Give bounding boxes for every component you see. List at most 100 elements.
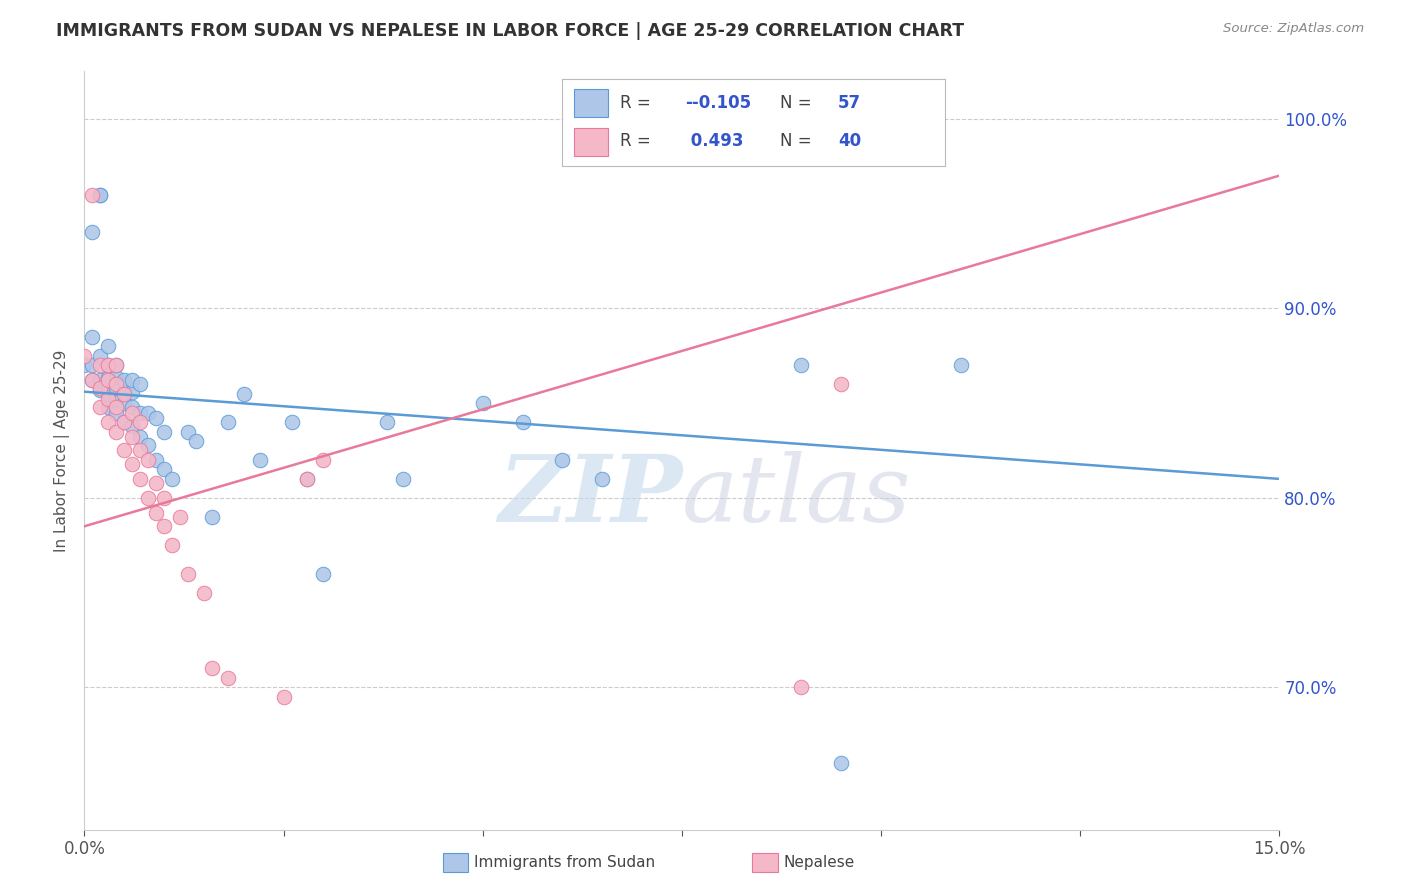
Point bbox=[105, 405, 128, 419]
Point bbox=[129, 415, 152, 429]
Point bbox=[105, 381, 128, 395]
Point bbox=[112, 386, 135, 401]
Point bbox=[145, 475, 167, 490]
Point bbox=[830, 377, 852, 392]
Point bbox=[312, 453, 335, 467]
Point bbox=[129, 443, 152, 458]
Point bbox=[312, 566, 335, 581]
Point bbox=[551, 453, 574, 467]
Point bbox=[129, 405, 152, 419]
Point bbox=[830, 756, 852, 771]
Point bbox=[249, 453, 271, 467]
Point bbox=[121, 430, 143, 444]
Point bbox=[73, 349, 96, 363]
Point bbox=[217, 415, 239, 429]
Point bbox=[82, 373, 104, 387]
Text: Nepalese: Nepalese bbox=[783, 855, 855, 870]
Point bbox=[153, 491, 176, 505]
Point bbox=[82, 226, 104, 240]
Point bbox=[97, 371, 120, 385]
Point bbox=[105, 425, 128, 439]
Point bbox=[169, 509, 191, 524]
Point bbox=[201, 661, 224, 675]
Point bbox=[105, 377, 128, 392]
Point bbox=[121, 405, 143, 419]
Point bbox=[97, 339, 120, 353]
Point bbox=[97, 392, 120, 407]
Point bbox=[112, 415, 135, 429]
Point bbox=[121, 418, 143, 433]
Point bbox=[105, 369, 128, 384]
Point bbox=[160, 472, 183, 486]
Point bbox=[121, 373, 143, 387]
Point bbox=[112, 396, 135, 410]
Point bbox=[591, 472, 613, 486]
Text: Source: ZipAtlas.com: Source: ZipAtlas.com bbox=[1223, 22, 1364, 36]
Point bbox=[89, 187, 111, 202]
Point bbox=[121, 457, 143, 471]
Point bbox=[512, 415, 534, 429]
Point bbox=[73, 358, 96, 372]
Point bbox=[136, 453, 159, 467]
Point bbox=[471, 396, 494, 410]
Point bbox=[89, 187, 111, 202]
Point bbox=[97, 358, 120, 372]
Point bbox=[184, 434, 207, 448]
Point bbox=[273, 690, 295, 704]
Point bbox=[145, 411, 167, 425]
Point bbox=[105, 400, 128, 414]
Point bbox=[193, 585, 215, 599]
Point bbox=[177, 566, 200, 581]
Point bbox=[97, 400, 120, 414]
Point bbox=[105, 392, 128, 407]
Point bbox=[790, 358, 813, 372]
Point bbox=[129, 377, 152, 392]
Point bbox=[280, 415, 302, 429]
Point bbox=[97, 415, 120, 429]
Point bbox=[82, 358, 104, 372]
Point bbox=[105, 358, 128, 372]
Point bbox=[153, 519, 176, 533]
Point bbox=[136, 405, 159, 419]
Point bbox=[105, 358, 128, 372]
Point bbox=[112, 373, 135, 387]
Point bbox=[790, 681, 813, 695]
Point bbox=[112, 415, 135, 429]
Point bbox=[153, 462, 176, 476]
Point bbox=[297, 472, 319, 486]
Point bbox=[97, 381, 120, 395]
Point bbox=[89, 383, 111, 397]
Y-axis label: In Labor Force | Age 25-29: In Labor Force | Age 25-29 bbox=[55, 350, 70, 551]
Point bbox=[89, 349, 111, 363]
Point bbox=[129, 430, 152, 444]
Point bbox=[89, 358, 111, 372]
Point bbox=[97, 373, 120, 387]
Point bbox=[136, 491, 159, 505]
Point bbox=[121, 400, 143, 414]
Point bbox=[82, 187, 104, 202]
Point bbox=[82, 373, 104, 387]
Point bbox=[201, 509, 224, 524]
Point bbox=[112, 443, 135, 458]
Point bbox=[145, 506, 167, 520]
Point bbox=[232, 386, 254, 401]
Text: IMMIGRANTS FROM SUDAN VS NEPALESE IN LABOR FORCE | AGE 25-29 CORRELATION CHART: IMMIGRANTS FROM SUDAN VS NEPALESE IN LAB… bbox=[56, 22, 965, 40]
Point bbox=[89, 373, 111, 387]
Point bbox=[112, 384, 135, 399]
Text: Immigrants from Sudan: Immigrants from Sudan bbox=[474, 855, 655, 870]
Point bbox=[160, 538, 183, 552]
Point bbox=[97, 386, 120, 401]
Point bbox=[949, 358, 972, 372]
Point bbox=[145, 453, 167, 467]
Point bbox=[136, 438, 159, 452]
Point bbox=[97, 358, 120, 372]
Point bbox=[129, 472, 152, 486]
Point bbox=[297, 472, 319, 486]
Text: ZIP: ZIP bbox=[498, 451, 682, 541]
Point bbox=[89, 400, 111, 414]
Point bbox=[177, 425, 200, 439]
Point bbox=[153, 425, 176, 439]
Point bbox=[121, 384, 143, 399]
Text: atlas: atlas bbox=[682, 451, 911, 541]
Point bbox=[392, 472, 415, 486]
